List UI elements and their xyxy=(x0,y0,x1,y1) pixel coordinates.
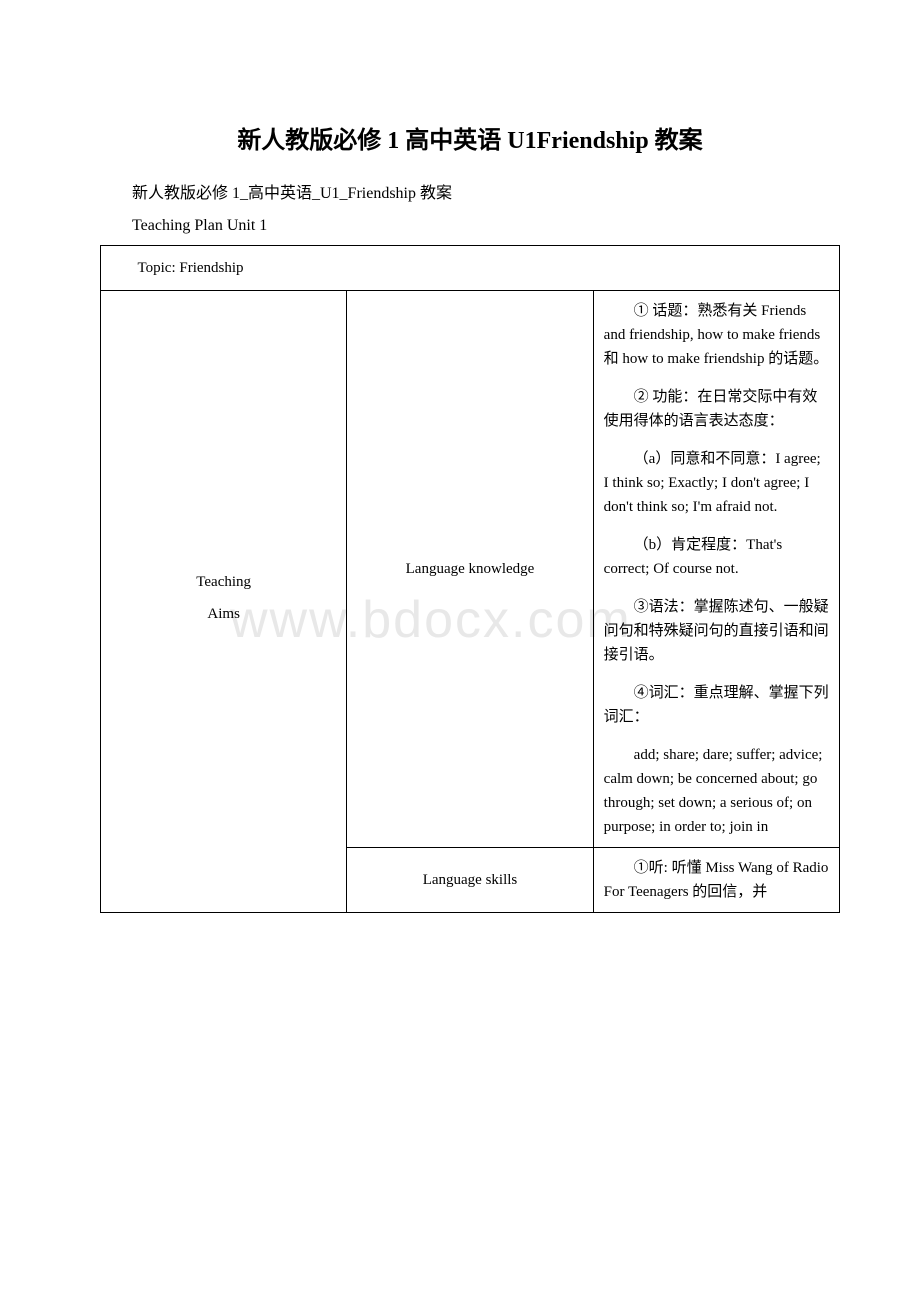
intro-text: 新人教版必修 1_高中英语_U1_Friendship 教案 xyxy=(100,179,840,203)
teaching-aims-cell: Teaching Aims xyxy=(101,291,347,913)
lk-item-1: ① 话题：熟悉有关 Friends and friendship, how to… xyxy=(604,299,829,371)
lk-item-4: （b）肯定程度：That's correct; Of course not. xyxy=(604,533,829,581)
language-skills-content: ①听: 听懂 Miss Wang of Radio For Teenagers … xyxy=(593,848,839,913)
language-knowledge-content: ① 话题：熟悉有关 Friends and friendship, how to… xyxy=(593,291,839,848)
aims-label-1: Teaching xyxy=(111,570,336,594)
lk-item-7: add; share; dare; suffer; advice; calm d… xyxy=(604,743,829,839)
document-content: 新人教版必修 1 高中英语 U1Friendship 教案 新人教版必修 1_高… xyxy=(100,120,840,913)
ls-item-1: ①听: 听懂 Miss Wang of Radio For Teenagers … xyxy=(604,856,829,904)
language-knowledge-cell: Language knowledge xyxy=(347,291,593,848)
language-skills-cell: Language skills xyxy=(347,848,593,913)
lk-item-5: ③语法：掌握陈述句、一般疑问句和特殊疑问句的直接引语和间接引语。 xyxy=(604,595,829,667)
topic-cell: Topic: Friendship xyxy=(101,246,840,291)
table-row: Topic: Friendship xyxy=(101,246,840,291)
teaching-plan-table: Topic: Friendship Teaching Aims Language… xyxy=(100,245,840,913)
aims-label-2: Aims xyxy=(111,602,336,626)
page-title: 新人教版必修 1 高中英语 U1Friendship 教案 xyxy=(100,120,840,155)
lk-item-2: ② 功能：在日常交际中有效使用得体的语言表达态度： xyxy=(604,385,829,433)
lk-item-3: （a）同意和不同意：I agree; I think so; Exactly; … xyxy=(604,447,829,519)
teaching-plan-label: Teaching Plan Unit 1 xyxy=(100,217,840,235)
lk-item-6: ④词汇：重点理解、掌握下列词汇： xyxy=(604,681,829,729)
table-row: Teaching Aims Language knowledge ① 话题：熟悉… xyxy=(101,291,840,848)
